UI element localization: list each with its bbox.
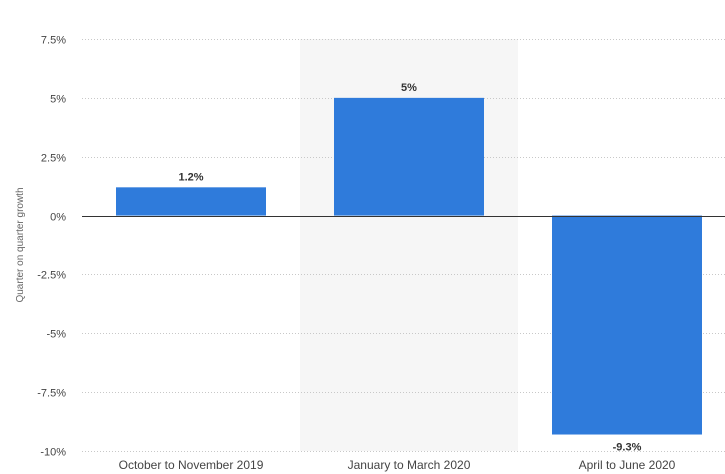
x-tick-label: April to June 2020 <box>579 458 676 472</box>
y-tick-label: 0% <box>50 212 66 224</box>
data-label: 1.2% <box>178 171 203 183</box>
y-tick-label: -5% <box>46 329 66 341</box>
data-label: 5% <box>401 82 417 94</box>
bar <box>334 97 484 216</box>
y-tick-label: -10% <box>40 447 66 459</box>
y-tick-label: 5% <box>50 94 66 106</box>
y-axis-title: Quarter on quarter growth <box>15 187 26 302</box>
x-tick-label: October to November 2019 <box>119 458 264 472</box>
bar <box>552 215 702 435</box>
y-tick-label: -7.5% <box>37 388 66 400</box>
data-label: -9.3% <box>613 442 642 454</box>
x-tick-label: January to March 2020 <box>348 458 471 472</box>
y-tick-label: 2.5% <box>41 153 66 165</box>
y-tick-label: -2.5% <box>37 270 66 282</box>
bar <box>116 187 266 216</box>
y-tick-label: 7.5% <box>41 35 66 47</box>
